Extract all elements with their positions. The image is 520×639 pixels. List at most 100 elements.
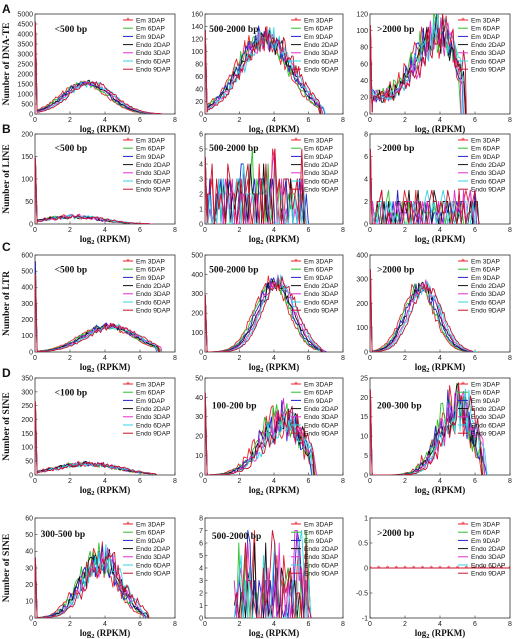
x-tick-label: 8 [508,621,512,628]
series-line-em-3dap [205,275,322,352]
x-tick-label: 6 [307,621,311,628]
legend-label: Endo 2DAP [304,42,339,49]
y-tick-label: 300 [191,291,203,298]
legend-marker: * [294,381,298,389]
x-tick-label: 0 [33,117,37,124]
y-tick-label: 10 [25,599,33,606]
panel-letters: A B C D [2,2,11,380]
y-tick-label: 100 [356,325,368,332]
legend-label: Endo 2DAP [304,546,339,553]
x-tick-label: 2 [403,227,407,234]
series-line-endo-9dap [35,401,158,475]
panel-annotation: 300-500 bp [41,530,86,540]
legend-label: Em 3DAP [304,17,334,24]
y-tick-label: 6 [199,131,203,138]
series-group [370,268,480,352]
legend-label: Endo 9DAP [304,67,339,74]
legend-label: Endo 2DAP [304,283,339,290]
x-tick-label: 6 [473,478,477,485]
y-tick-label: 50 [25,532,33,539]
legend-label: Endo 3DAP [136,554,171,561]
y-tick-label: 1500 [17,81,33,88]
y-tick-label: 0 [364,472,368,479]
series-line-endo-3dap [35,401,153,475]
y-tick-label: 20 [25,582,33,589]
legend-label: Em 6DAP [471,26,501,33]
legend-label: Em 6DAP [304,267,334,274]
x-tick-label: 4 [272,355,276,362]
y-tick-label: 0 [364,349,368,356]
y-tick-label: 1000 [17,91,33,98]
series-line-em-9dap [370,389,488,475]
legend-label: Endo 9DAP [471,67,506,74]
legend-label: Em 9DAP [471,154,501,161]
legend-label: Endo 3DAP [136,291,171,298]
legend-label: Endo 6DAP [136,178,171,185]
legend-label: Endo 3DAP [471,414,506,421]
y-tick-label: 100 [191,49,203,56]
subplot-a1: 0 2 4 6 8 0 500 1000 1500 2000 2500 3000 3500 4000 450… [2,11,177,136]
series-group [35,21,164,114]
subplots: 0 2 4 6 805001000150020002500300035004000450… [2,11,512,639]
x-tick-label: 2 [238,621,242,628]
legend-label: Endo 3DAP [471,291,506,298]
x-tick-label: 0 [203,117,207,124]
legend-label: Endo 9DAP [471,308,506,315]
y-tick-label: 500 [21,101,33,108]
legend-label: Endo 3DAP [471,554,506,561]
series-group: * * * * * * * * * * * * * * * * * [370,565,510,573]
legend-marker: * [294,137,298,145]
panel-annotation: >2000 bp [377,144,414,154]
subplot-b2: 0 2 4 6 8 0 1 2 3 4 5 6 500-2000 bp * Em 3DAP Em 6DAPEm… [199,131,345,246]
panel-annotation: <500 bp [55,144,88,154]
x-tick-label: 2 [403,355,407,362]
subplot-d2: 0 2 4 6 8 0 10 20 30 40 50 100-200 bp * Em 3DAP Em 6DA… [195,375,345,497]
y-tick-label: 10 [195,453,203,460]
x-axis-label: log2 (RPKM) [249,362,300,374]
x-axis-label: log2 (RPKM) [415,234,466,246]
series-line-endo-9dap [205,276,323,352]
legend-label: Endo 2DAP [471,406,506,413]
series-group [370,382,488,475]
y-tick-label: 25 [360,375,368,382]
legend-label: Endo 2DAP [304,162,339,169]
x-tick-label: 2 [238,117,242,124]
series-marker: * [465,565,469,573]
legend-label: Endo 9DAP [304,571,339,578]
y-tick-label: 50 [25,199,33,206]
x-tick-label: 0 [368,355,372,362]
legend-label: Endo 2DAP [136,406,171,413]
legend-label: Em 6DAP [136,390,166,397]
subplot-c3: 0 2 4 6 8 0 100 200 300 400 >2000 bp * Em 3DAP Em 6DA… [356,252,512,374]
legend-label: Em 9DAP [304,538,334,545]
legend-label: Endo 9DAP [471,571,506,578]
y-axis-label: Number of LTR [2,271,12,336]
y-tick-label: 300 [21,301,33,308]
y-tick-label: 8 [199,515,203,522]
series-line-endo-9dap [35,157,151,224]
legend-label: Endo 3DAP [304,50,339,57]
legend-label: Em 9DAP [136,34,166,41]
x-tick-label: 0 [368,117,372,124]
legend-label: Endo 3DAP [471,50,506,57]
y-axis-label: Number of SINE [2,534,12,602]
x-tick-label: 8 [173,117,177,124]
y-tick-label: 40 [360,78,368,85]
y-tick-label: 40 [25,549,33,556]
subplot-c2: 0 2 4 6 8 0 100 200 300 400 500 500-2000 bp * Em 3DAP… [191,252,345,374]
legend-label: Endo 9DAP [304,187,339,194]
series-marker: * [473,565,477,573]
x-tick-label: 6 [307,227,311,234]
legend-label: Endo 2DAP [471,162,506,169]
y-tick-label: 40 [195,86,203,93]
x-tick-label: 2 [238,478,242,485]
x-axis-label: log2 (RPKM) [80,628,131,639]
series-line-endo-6dap [233,530,312,618]
legend-label: Endo 3DAP [304,291,339,298]
y-tick-label: 2 [199,590,203,597]
y-tick-label: 350 [21,375,33,382]
